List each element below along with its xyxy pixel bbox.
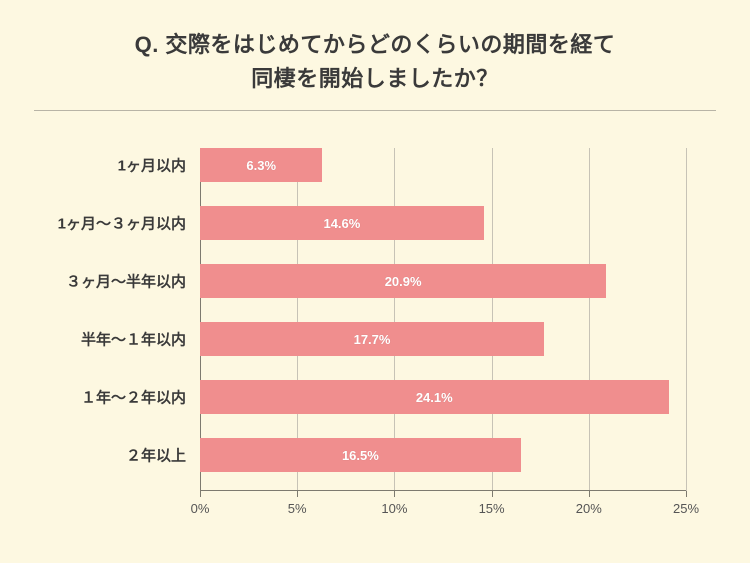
chart-title: Q. 交際をはじめてからどのくらいの期間を経て 同棲を開始しましたか？	[34, 28, 716, 96]
chart-title-line-1: Q. 交際をはじめてからどのくらいの期間を経て	[34, 28, 716, 62]
bar-row: 1ヶ月以内6.3%	[200, 148, 686, 182]
x-tick-label: 15%	[479, 491, 505, 516]
bar: 24.1%	[200, 380, 669, 414]
bar-value-label: 14.6%	[323, 216, 360, 231]
bar-row: １年～２年以内24.1%	[200, 380, 686, 414]
chart-container: Q. 交際をはじめてからどのくらいの期間を経て 同棲を開始しましたか？ 0% 5%…	[0, 0, 750, 563]
category-label: ２年以上	[20, 445, 200, 466]
bar: 20.9%	[200, 264, 606, 298]
bar-value-label: 6.3%	[246, 158, 276, 173]
category-label: 1ヶ月～３ヶ月以内	[20, 213, 200, 234]
bar: 14.6%	[200, 206, 484, 240]
category-label: １年～２年以内	[20, 387, 200, 408]
bar-row: 1ヶ月～３ヶ月以内14.6%	[200, 206, 686, 240]
chart-plot-area: 0%5%10%15%20%25%1ヶ月以内6.3%1ヶ月～３ヶ月以内14.6%３…	[200, 148, 686, 491]
title-divider	[34, 110, 716, 111]
bar-row: 半年～１年以内17.7%	[200, 322, 686, 356]
x-tick-label: 25%	[673, 491, 699, 516]
bar: 16.5%	[200, 438, 521, 472]
x-tick-label: 10%	[381, 491, 407, 516]
category-label: 1ヶ月以内	[20, 155, 200, 176]
gridline	[686, 148, 687, 491]
bar-value-label: 17.7%	[354, 332, 391, 347]
x-tick-label: 0%	[191, 491, 210, 516]
bar-value-label: 20.9%	[385, 274, 422, 289]
chart-title-line-2: 同棲を開始しましたか？	[34, 62, 716, 96]
bar-row: ３ヶ月～半年以内20.9%	[200, 264, 686, 298]
x-tick-label: 20%	[576, 491, 602, 516]
category-label: 半年～１年以内	[20, 329, 200, 350]
bar: 17.7%	[200, 322, 544, 356]
bar-row: ２年以上16.5%	[200, 438, 686, 472]
bar: 6.3%	[200, 148, 322, 182]
x-tick-label: 5%	[288, 491, 307, 516]
bar-value-label: 24.1%	[416, 390, 453, 405]
bar-value-label: 16.5%	[342, 448, 379, 463]
x-axis-line	[200, 490, 686, 491]
category-label: ３ヶ月～半年以内	[20, 271, 200, 292]
